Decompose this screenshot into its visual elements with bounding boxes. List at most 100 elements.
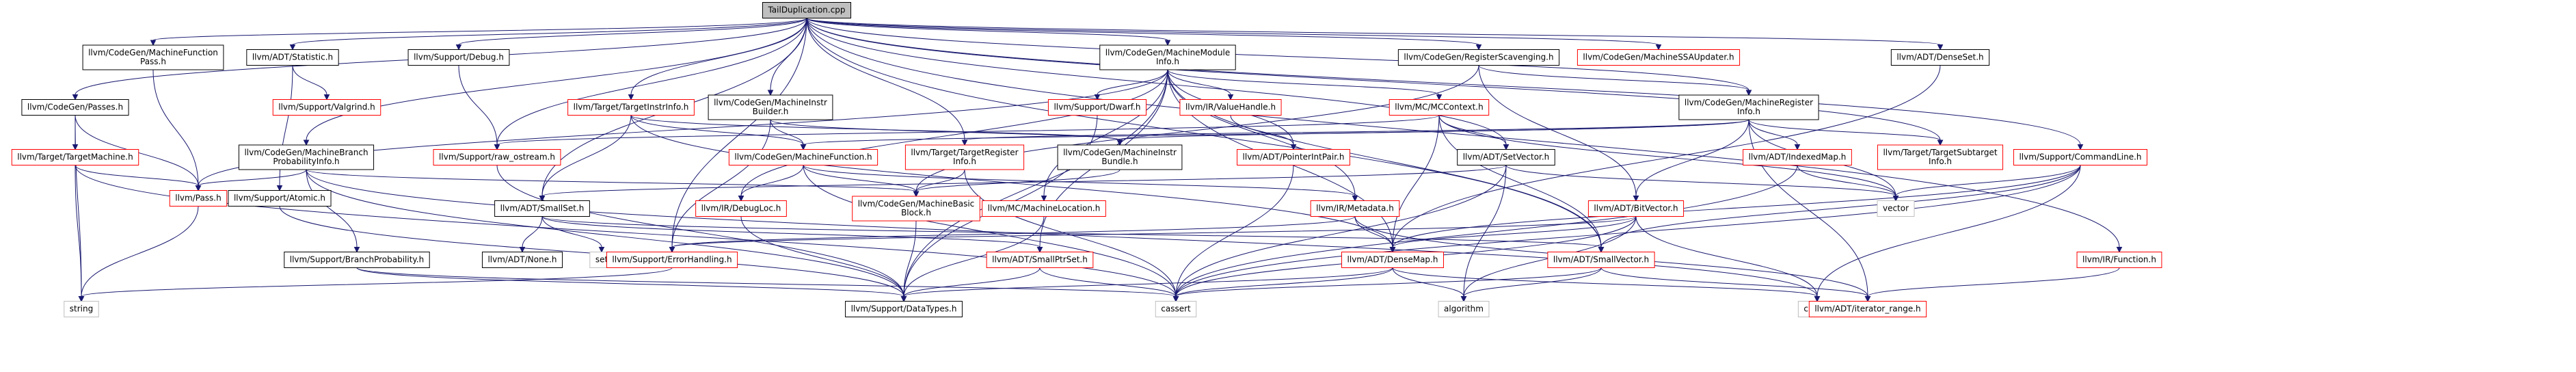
edge-arrowhead bbox=[455, 44, 462, 51]
node-stat[interactable]: llvm/ADT/Statistic.h bbox=[246, 49, 339, 66]
edge-root-errh bbox=[671, 18, 807, 248]
node-debug[interactable]: llvm/Support/Debug.h bbox=[407, 49, 510, 66]
node-mf[interactable]: llvm/CodeGen/MachineFunction.h bbox=[728, 149, 878, 165]
node-label: llvm/CodeGen/MachineInstr bbox=[714, 98, 827, 107]
edge-root-mfp bbox=[152, 18, 807, 41]
node-datatypes[interactable]: llvm/Support/DataTypes.h bbox=[845, 301, 963, 317]
node-box bbox=[1047, 99, 1147, 116]
node-function[interactable]: llvm/IR/Function.h bbox=[2076, 252, 2162, 268]
node-valuehandle[interactable]: llvm/IR/ValueHandle.h bbox=[1179, 99, 1282, 116]
edge-cmdline-climits bbox=[1816, 165, 2081, 297]
node-label: llvm/Support/Debug.h bbox=[414, 53, 504, 62]
node-box bbox=[1155, 301, 1197, 317]
edge-cmdline-densemap bbox=[1392, 165, 2081, 248]
edge-arrowhead bbox=[1172, 296, 1179, 302]
edge-root-function bbox=[806, 18, 2120, 248]
edge-arrowhead bbox=[276, 185, 283, 191]
edge-arrowhead bbox=[1041, 196, 1047, 202]
edge-densemap-datatypes bbox=[903, 267, 1393, 297]
edge-pip-cassert bbox=[1175, 165, 1294, 297]
node-pass[interactable]: llvm/Pass.h bbox=[169, 190, 228, 207]
node-rs[interactable]: llvm/CodeGen/RegisterScavenging.h bbox=[1397, 49, 1560, 66]
node-mccontext[interactable]: llvm/MC/MCContext.h bbox=[1388, 99, 1490, 116]
node-passes[interactable]: llvm/CodeGen/Passes.h bbox=[21, 99, 129, 116]
nodes-layer: TailDuplication.cpp llvm/CodeGen/MachineF… bbox=[11, 2, 2162, 317]
node-box bbox=[494, 200, 590, 217]
node-box bbox=[1438, 301, 1490, 317]
edge-mf-mbb bbox=[803, 165, 917, 192]
node-cmdline[interactable]: llvm/Support/CommandLine.h bbox=[2013, 149, 2148, 165]
edge-smallvector-algorithm bbox=[1463, 267, 1602, 297]
node-cassert[interactable]: cassert bbox=[1155, 301, 1197, 317]
node-dwarf[interactable]: llvm/Support/Dwarf.h bbox=[1047, 99, 1147, 116]
edge-arrowhead bbox=[1745, 90, 1752, 96]
node-string[interactable]: string bbox=[64, 301, 99, 317]
edge-arrowhead bbox=[289, 44, 296, 51]
edge-smallset-smallvector bbox=[541, 216, 1602, 248]
node-atomic[interactable]: llvm/Support/Atomic.h bbox=[228, 190, 332, 207]
edge-cmdline-cassert bbox=[1175, 165, 2081, 297]
node-pip[interactable]: llvm/ADT/PointerIntPair.h bbox=[1237, 149, 1350, 165]
node-metadata[interactable]: llvm/IR/Metadata.h bbox=[1310, 200, 1400, 217]
node-setvector[interactable]: llvm/ADT/SetVector.h bbox=[1457, 149, 1555, 165]
node-ssa[interactable]: llvm/CodeGen/MachineSSAUpdater.h bbox=[1577, 49, 1741, 66]
node-label: vector bbox=[1883, 204, 1909, 213]
edge-setvector-smallset bbox=[541, 165, 1507, 196]
node-smallset[interactable]: llvm/ADT/SmallSet.h bbox=[494, 200, 590, 217]
node-label: llvm/IR/Function.h bbox=[2082, 255, 2156, 265]
edge-root-mbpi bbox=[306, 18, 807, 141]
node-densemap[interactable]: llvm/ADT/DenseMap.h bbox=[1341, 252, 1444, 268]
edge-function-iterrange bbox=[1867, 267, 2120, 297]
edge-arrowhead bbox=[1227, 94, 1234, 101]
node-sps[interactable]: llvm/ADT/SmallPtrSet.h bbox=[986, 252, 1094, 268]
node-box bbox=[1547, 252, 1655, 268]
edge-smallset-set bbox=[541, 216, 602, 248]
edge-bitvector-errh bbox=[671, 216, 1637, 248]
node-mbpi[interactable]: llvm/CodeGen/MachineBranchProbabilityInf… bbox=[238, 144, 375, 170]
edge-root-mmi bbox=[806, 18, 1168, 41]
edge-mfp-pass bbox=[152, 69, 199, 186]
node-denseset[interactable]: llvm/ADT/DenseSet.h bbox=[1890, 49, 1990, 66]
edge-arrowhead bbox=[195, 185, 202, 191]
node-label: Info.h bbox=[1737, 107, 1760, 116]
edge-mbpi-pass bbox=[198, 169, 307, 186]
node-rawos[interactable]: llvm/Support/raw_ostream.h bbox=[433, 149, 561, 165]
node-mloc[interactable]: llvm/MC/MachineLocation.h bbox=[982, 200, 1106, 217]
node-none[interactable]: llvm/ADT/None.h bbox=[481, 252, 563, 268]
node-box bbox=[21, 99, 129, 116]
node-tii[interactable]: llvm/Target/TargetInstrInfo.h bbox=[567, 99, 695, 116]
node-iterrange[interactable]: llvm/ADT/iterator_range.h bbox=[1808, 301, 1927, 317]
edge-mmi-valuehandle bbox=[1167, 69, 1231, 95]
node-label: string bbox=[70, 304, 93, 314]
edge-arrowhead bbox=[1892, 196, 1899, 202]
node-root[interactable]: TailDuplication.cpp bbox=[762, 2, 852, 18]
node-box bbox=[407, 49, 510, 66]
node-tm[interactable]: llvm/Target/TargetMachine.h bbox=[11, 149, 139, 165]
node-algorithm[interactable]: algorithm bbox=[1438, 301, 1490, 317]
node-debugloc[interactable]: llvm/IR/DebugLoc.h bbox=[695, 200, 787, 217]
node-valgrind[interactable]: llvm/Support/Valgrind.h bbox=[272, 99, 381, 116]
node-indexedmap[interactable]: llvm/ADT/IndexedMap.h bbox=[1743, 149, 1852, 165]
node-bp[interactable]: llvm/Support/BranchProbability.h bbox=[284, 252, 430, 268]
node-box bbox=[82, 44, 224, 70]
node-label: Pass.h bbox=[140, 57, 166, 66]
node-vector[interactable]: vector bbox=[1877, 200, 1915, 217]
node-errh[interactable]: llvm/Support/ErrorHandling.h bbox=[606, 252, 738, 268]
edge-mbb-datatypes bbox=[903, 220, 917, 297]
node-label: llvm/Target/TargetRegister bbox=[911, 148, 1018, 157]
edge-arrowhead bbox=[72, 94, 79, 101]
node-box bbox=[1237, 149, 1350, 165]
node-bitvector[interactable]: llvm/ADT/BitVector.h bbox=[1587, 200, 1685, 217]
node-label: llvm/Pass.h bbox=[175, 194, 221, 203]
node-label: llvm/MC/MCContext.h bbox=[1395, 103, 1483, 112]
node-smallvector[interactable]: llvm/ADT/SmallVector.h bbox=[1547, 252, 1655, 268]
